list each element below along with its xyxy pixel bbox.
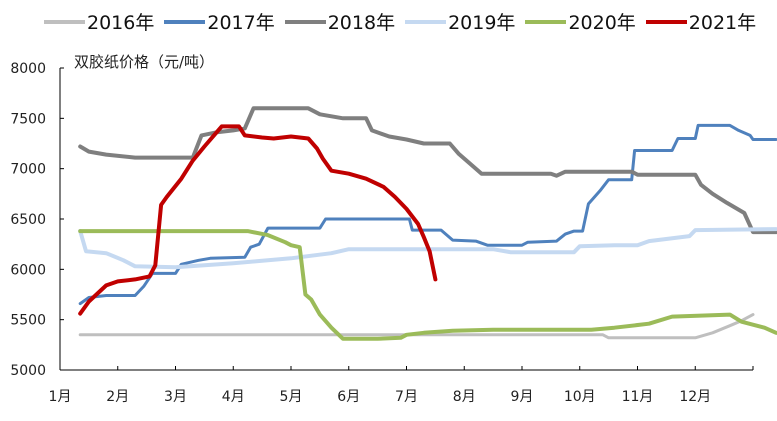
legend-swatch bbox=[405, 19, 447, 24]
y-tick-label: 5000 bbox=[10, 363, 46, 379]
series-lines bbox=[78, 106, 777, 341]
y-tick-label: 6500 bbox=[10, 212, 46, 228]
legend-swatch bbox=[645, 19, 687, 24]
x-tick-label: 2月 bbox=[106, 389, 129, 405]
axes: 5000 5500 6000 6500 7000 7500 8000 1月 2月 3月 4月 5月 6月… bbox=[10, 61, 754, 405]
legend-item-2020: 2020年 bbox=[525, 8, 636, 35]
legend-label: 2017年 bbox=[207, 12, 275, 34]
legend-item-2017: 2017年 bbox=[164, 8, 275, 35]
legend-swatch bbox=[44, 19, 85, 24]
x-tick-label: 9月 bbox=[511, 389, 534, 405]
y-tick-label: 7500 bbox=[10, 111, 46, 127]
legend-item-2021: 2021年 bbox=[645, 8, 757, 35]
y-axis-title: 双胶纸价格（元/吨） bbox=[74, 53, 215, 71]
x-tick-label: 7月 bbox=[395, 389, 418, 405]
y-tick-label: 6000 bbox=[10, 262, 46, 278]
y-tick-label: 8000 bbox=[10, 61, 46, 77]
legend-label: 2020年 bbox=[568, 12, 636, 34]
y-tick-label: 7000 bbox=[10, 162, 46, 178]
legend-label: 2016年 bbox=[87, 12, 155, 34]
legend-swatch bbox=[525, 19, 567, 24]
series-line-2020年 bbox=[78, 229, 777, 341]
x-tick-label: 12月 bbox=[679, 389, 711, 405]
legend-swatch bbox=[164, 19, 206, 24]
x-tick-label: 6月 bbox=[337, 389, 360, 405]
x-tick-label: 11月 bbox=[622, 389, 654, 405]
x-tick-label: 3月 bbox=[164, 389, 187, 405]
legend-label: 2018年 bbox=[327, 12, 396, 34]
x-tick-label: 8月 bbox=[453, 389, 476, 405]
chart-legend: 2016年 2017年 2018年 2019年 2020年 2021年 bbox=[44, 8, 766, 35]
series-line-2019年 bbox=[78, 227, 777, 270]
legend-item-2018: 2018年 bbox=[284, 8, 396, 35]
legend-label: 2019年 bbox=[448, 12, 516, 34]
y-tick-label: 5500 bbox=[10, 313, 46, 329]
x-tick-label: 1月 bbox=[49, 389, 72, 405]
legend-item-2016: 2016年 bbox=[44, 8, 154, 35]
series-line-2021年 bbox=[78, 124, 438, 316]
legend-swatch bbox=[284, 19, 326, 24]
x-tick-label: 4月 bbox=[222, 389, 245, 405]
legend-label: 2021年 bbox=[688, 12, 757, 34]
x-tick-label: 5月 bbox=[280, 389, 303, 405]
series-line-2017年 bbox=[78, 123, 777, 306]
x-tick-label: 10月 bbox=[564, 389, 596, 405]
legend-item-2019: 2019年 bbox=[405, 8, 515, 35]
